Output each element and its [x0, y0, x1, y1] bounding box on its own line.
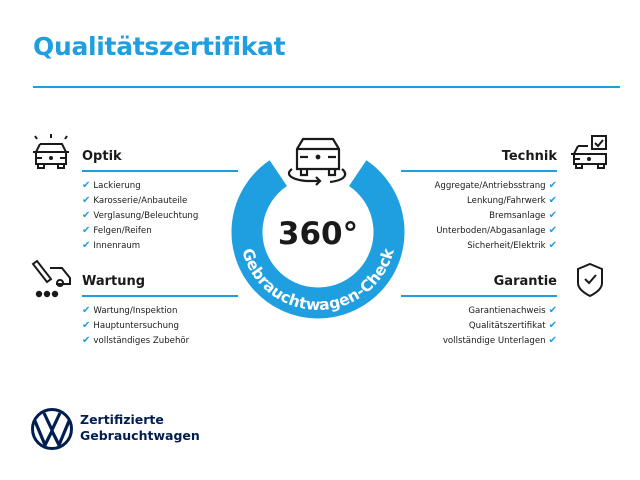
- section-divider: [401, 170, 557, 172]
- check-icon: ✔: [548, 335, 557, 346]
- center-value: 360°: [278, 216, 358, 252]
- list-item: Aggregate/Antriebsstrang ✔: [434, 180, 557, 191]
- list-item: Bremsanlage ✔: [489, 210, 557, 221]
- section-divider: [82, 170, 238, 172]
- list-item: ✔ Wartung/Inspektion: [82, 305, 178, 316]
- list-item: vollständige Unterlagen ✔: [442, 335, 557, 346]
- brand-line-1: Zertifizierte: [80, 412, 164, 427]
- list-item: ✔ vollständiges Zubehör: [82, 335, 190, 346]
- section-heading: Wartung: [82, 274, 146, 289]
- check-icon: ✔: [82, 240, 91, 251]
- check-icon: ✔: [548, 305, 557, 316]
- list-item: ✔ Felgen/Reifen: [82, 225, 152, 236]
- section-garantie: Garantie Garantienachweis ✔ Qualitätszert…: [401, 273, 557, 348]
- check-icon: ✔: [548, 195, 557, 206]
- section-divider: [82, 295, 238, 297]
- check-icon: ✔: [82, 305, 91, 316]
- check-icon: ✔: [548, 180, 557, 191]
- list-item: ✔ Innenraum: [82, 240, 141, 251]
- title-divider: [33, 86, 620, 88]
- section-technik: Technik Aggregate/Antriebsstrang ✔ Lenkun…: [401, 148, 557, 253]
- list-item: Garantienachweis ✔: [468, 305, 557, 316]
- service-tools-icon: [31, 259, 71, 298]
- check-icon: ✔: [82, 335, 91, 346]
- check-icon: ✔: [82, 320, 91, 331]
- ring-arc: [231, 160, 405, 319]
- list-item: ✔ Hauptuntersuchung: [82, 320, 179, 331]
- brand-line-2: Gebrauchtwagen: [80, 428, 200, 443]
- check-icon: ✔: [82, 180, 91, 191]
- section-heading: Technik: [501, 149, 557, 164]
- check-icon: ✔: [82, 210, 91, 221]
- section-heading: Optik: [82, 149, 122, 164]
- check-icon: ✔: [548, 225, 557, 236]
- list-item: Sicherheit/Elektrik ✔: [467, 240, 557, 251]
- list-item: Unterboden/Abgasanlage ✔: [436, 225, 557, 236]
- vw-logo: [31, 408, 73, 450]
- check-icon: ✔: [548, 240, 557, 251]
- list-item: ✔ Karosserie/Anbauteile: [82, 195, 188, 206]
- list-item: Lenkung/Fahrwerk ✔: [467, 195, 557, 206]
- section-divider: [401, 295, 557, 297]
- section-optik: Optik ✔ Lackierung ✔ Karosserie/Anbauteile…: [82, 148, 238, 253]
- car-checkbox-icon: [571, 135, 607, 169]
- list-item: Qualitätszertifikat ✔: [468, 320, 557, 331]
- list-item: ✔ Verglasung/Beleuchtung: [82, 210, 199, 221]
- brand-text: Zertifizierte Gebrauchtwagen: [80, 412, 200, 444]
- check-icon: ✔: [548, 320, 557, 331]
- check-icon: ✔: [82, 225, 91, 236]
- car-rotate-icon: [287, 137, 347, 186]
- check-360-badge: 360° Gebrauchtwagen-Check: [231, 137, 405, 319]
- list-item: ✔ Lackierung: [82, 180, 141, 191]
- page-title: Qualitätszertifikat: [33, 32, 286, 61]
- check-icon: ✔: [548, 210, 557, 221]
- section-heading: Garantie: [493, 274, 557, 289]
- section-wartung: Wartung ✔ Wartung/Inspektion ✔ Hauptunters…: [82, 273, 238, 348]
- check-icon: ✔: [82, 195, 91, 206]
- shield-check-icon: [577, 262, 603, 298]
- car-lights-icon: [33, 134, 69, 169]
